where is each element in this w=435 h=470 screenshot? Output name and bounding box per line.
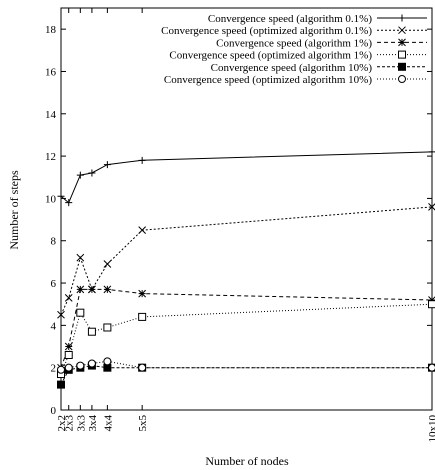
series-6: [57, 357, 435, 374]
open-circle-point: [103, 357, 112, 366]
filled-square-point: [398, 62, 406, 71]
x-point: [428, 203, 435, 211]
open-square-point: [428, 300, 435, 309]
y-tick-label: 4: [51, 320, 57, 332]
legend-label: Convergence speed (optimized algorithm 1…: [169, 50, 372, 62]
y-tick-label: 14: [45, 109, 57, 121]
series-5: [57, 361, 435, 389]
series-layer: [57, 148, 435, 389]
open-square-point: [103, 323, 112, 332]
legend-label: Convergence speed (algorithm 10%): [211, 62, 373, 74]
plus-point: [103, 161, 111, 169]
y-tick-label: 6: [51, 278, 57, 290]
open-circle-point: [76, 361, 85, 370]
open-circle-point: [87, 359, 96, 368]
y-tick-label: 0: [51, 405, 57, 417]
series-3: [57, 285, 435, 372]
legend-entry: Convergence speed (algorithm 1%): [216, 37, 427, 49]
series-line: [60, 303, 433, 375]
x-tick-label: 2x3: [64, 415, 76, 432]
open-square-point: [138, 312, 147, 321]
series-line: [60, 151, 433, 204]
y-axis-title: Number of steps: [7, 170, 21, 250]
x-point: [64, 294, 73, 302]
legend-label: Convergence speed (algorithm 1%): [216, 37, 372, 49]
open-circle-point: [138, 363, 147, 372]
open-square-point: [64, 350, 73, 359]
plus-point: [65, 199, 73, 207]
legend-entry: Convergence speed (algorithm 0.1%): [208, 13, 427, 25]
star-point: [64, 342, 73, 351]
series-1: [57, 148, 435, 207]
star-point: [76, 285, 85, 294]
legend-label: Convergence speed (algorithm 0.1%): [208, 13, 372, 25]
x-point: [398, 26, 406, 35]
x-point: [103, 260, 112, 268]
x-tick-label: 4x4: [102, 415, 114, 432]
series-line: [60, 360, 432, 371]
x-tick-label: 3x4: [87, 415, 99, 432]
x-axis-title: Number of nodes: [205, 454, 289, 468]
x-tick-label: 5x5: [137, 415, 149, 432]
y-tick-label: 2: [51, 363, 57, 375]
star-point: [138, 289, 147, 298]
open-square-point: [87, 327, 96, 336]
plus-point: [57, 192, 65, 200]
open-circle-point: [428, 363, 435, 372]
plus-point: [88, 169, 96, 177]
series-line: [60, 288, 433, 368]
open-circle-point: [64, 363, 73, 372]
plus-point: [398, 14, 406, 22]
open-square-point: [398, 50, 406, 59]
plus-point: [138, 156, 146, 164]
legend-entry: Convergence speed (optimized algorithm 1…: [169, 50, 427, 62]
series-line: [60, 206, 433, 316]
y-tick-label: 18: [45, 24, 57, 36]
legend-entry: Convergence speed (algorithm 10%): [211, 62, 427, 74]
series-4: [57, 300, 435, 379]
legend: Convergence speed (algorithm 0.1%)Conver…: [161, 13, 427, 86]
y-tick-label: 16: [45, 66, 57, 78]
x-tick-label: 10x10: [427, 415, 435, 443]
legend-entry: Convergence speed (optimized algorithm 1…: [164, 74, 427, 86]
x-tick-label: 2x2: [56, 415, 68, 432]
series-line: [60, 365, 432, 385]
legend-label: Convergence speed (optimized algorithm 0…: [161, 25, 372, 37]
plus-point: [76, 171, 84, 179]
plot-frame: [60, 7, 433, 411]
legend-entry: Convergence speed (optimized algorithm 0…: [161, 25, 427, 37]
legend-label: Convergence speed (optimized algorithm 1…: [164, 74, 372, 86]
star-point: [398, 38, 406, 47]
open-square-point: [76, 308, 85, 317]
y-tick-label: 12: [45, 151, 56, 163]
x-point: [138, 226, 147, 235]
plus-point: [428, 148, 435, 156]
x-point: [57, 310, 65, 319]
star-point: [103, 285, 112, 294]
x-tick-label: 3x3: [75, 415, 87, 432]
open-circle-point: [398, 75, 406, 83]
open-circle-point: [57, 365, 65, 374]
series-2: [57, 203, 435, 319]
y-tick-label: 10: [45, 193, 57, 205]
star-point: [428, 296, 435, 304]
star-point: [88, 285, 96, 294]
x-point: [76, 253, 85, 262]
y-tick-label: 8: [51, 236, 57, 248]
filled-square-point: [57, 380, 65, 389]
